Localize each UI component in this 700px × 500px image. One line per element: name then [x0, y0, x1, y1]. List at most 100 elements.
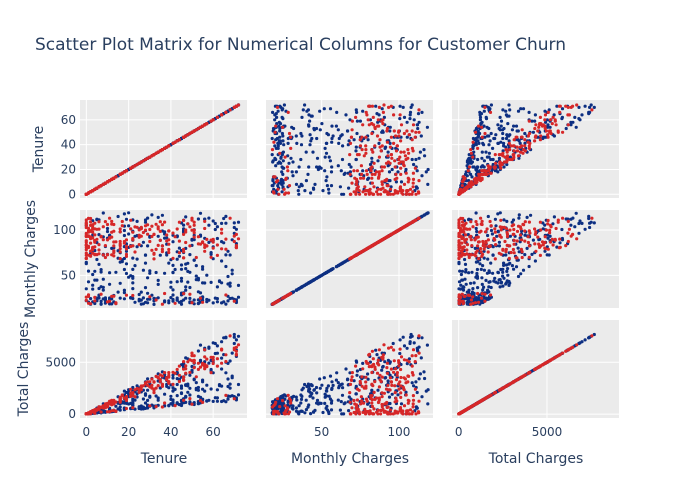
panel-tenure-vs-total-charges — [452, 100, 619, 198]
point-no-churn — [415, 186, 419, 190]
point-no-churn — [192, 298, 196, 302]
point-churn — [95, 237, 99, 241]
point-churn — [556, 218, 560, 222]
point-churn — [536, 235, 540, 239]
point-no-churn — [122, 233, 126, 238]
point-churn — [505, 156, 510, 160]
point-churn — [458, 245, 462, 250]
point-no-churn — [508, 234, 512, 238]
point-no-churn — [419, 356, 423, 360]
point-churn — [137, 235, 141, 239]
point-no-churn — [383, 146, 387, 150]
point-churn — [379, 149, 383, 153]
point-no-churn — [481, 264, 485, 268]
point-no-churn — [388, 141, 392, 145]
point-no-churn — [463, 262, 468, 266]
point-churn — [124, 406, 129, 411]
point-no-churn — [472, 281, 476, 285]
point-churn — [402, 182, 407, 186]
point-no-churn — [175, 257, 179, 261]
point-churn — [546, 133, 550, 137]
point-no-churn — [171, 376, 175, 380]
point-churn — [272, 140, 276, 144]
point-churn — [475, 249, 479, 253]
point-churn — [499, 252, 503, 256]
point-no-churn — [220, 281, 224, 285]
point-no-churn — [374, 348, 378, 352]
point-churn — [406, 401, 410, 405]
point-no-churn — [361, 169, 365, 173]
point-no-churn — [131, 397, 135, 401]
point-churn — [417, 108, 421, 112]
point-churn — [154, 386, 158, 390]
point-no-churn — [459, 283, 463, 287]
point-churn — [540, 240, 545, 244]
point-no-churn — [192, 378, 196, 382]
point-no-churn — [402, 344, 407, 348]
point-no-churn — [495, 234, 499, 238]
point-no-churn — [307, 165, 311, 169]
point-no-churn — [498, 211, 502, 215]
point-no-churn — [577, 221, 581, 226]
point-no-churn — [348, 118, 352, 122]
point-churn — [150, 224, 154, 228]
point-no-churn — [171, 297, 175, 302]
point-no-churn — [222, 336, 226, 340]
point-churn — [110, 409, 114, 413]
point-no-churn — [426, 388, 430, 392]
point-churn — [464, 237, 469, 241]
point-no-churn — [325, 404, 329, 408]
point-churn — [544, 228, 549, 232]
point-churn — [370, 165, 374, 169]
point-no-churn — [328, 159, 332, 163]
point-no-churn — [546, 123, 550, 127]
point-churn — [91, 226, 95, 230]
point-no-churn — [487, 143, 491, 147]
point-no-churn — [516, 246, 520, 250]
point-no-churn — [201, 265, 205, 269]
point-no-churn — [297, 192, 301, 196]
point-no-churn — [163, 300, 167, 304]
point-no-churn — [232, 225, 236, 230]
point-no-churn — [211, 219, 215, 223]
point-no-churn — [108, 271, 112, 275]
point-no-churn — [530, 252, 534, 256]
point-no-churn — [342, 412, 346, 416]
point-churn — [395, 144, 399, 148]
point-churn — [389, 412, 393, 416]
point-churn — [190, 218, 194, 222]
point-no-churn — [139, 290, 143, 294]
point-churn — [171, 141, 175, 145]
point-churn — [376, 361, 380, 365]
point-churn — [538, 220, 543, 224]
point-churn — [349, 378, 353, 382]
point-churn — [171, 231, 175, 235]
point-no-churn — [273, 144, 277, 148]
point-no-churn — [488, 139, 492, 143]
point-churn — [370, 176, 374, 180]
point-no-churn — [201, 380, 205, 384]
point-churn — [398, 227, 402, 232]
point-no-churn — [416, 126, 420, 131]
point-no-churn — [521, 107, 526, 111]
point-churn — [192, 231, 196, 235]
point-no-churn — [175, 298, 179, 302]
point-no-churn — [133, 264, 137, 268]
point-no-churn — [546, 236, 550, 240]
point-no-churn — [282, 103, 286, 107]
point-churn — [228, 108, 232, 112]
point-no-churn — [498, 285, 502, 289]
point-no-churn — [290, 406, 294, 410]
point-no-churn — [514, 265, 519, 269]
point-churn — [488, 219, 492, 224]
point-no-churn — [471, 144, 475, 148]
point-no-churn — [507, 279, 511, 284]
point-churn — [391, 412, 395, 416]
point-no-churn — [179, 299, 184, 303]
point-churn — [133, 164, 137, 168]
point-no-churn — [135, 257, 139, 261]
point-no-churn — [497, 244, 501, 248]
point-churn — [411, 402, 415, 406]
point-churn — [527, 146, 532, 150]
point-no-churn — [230, 351, 234, 355]
